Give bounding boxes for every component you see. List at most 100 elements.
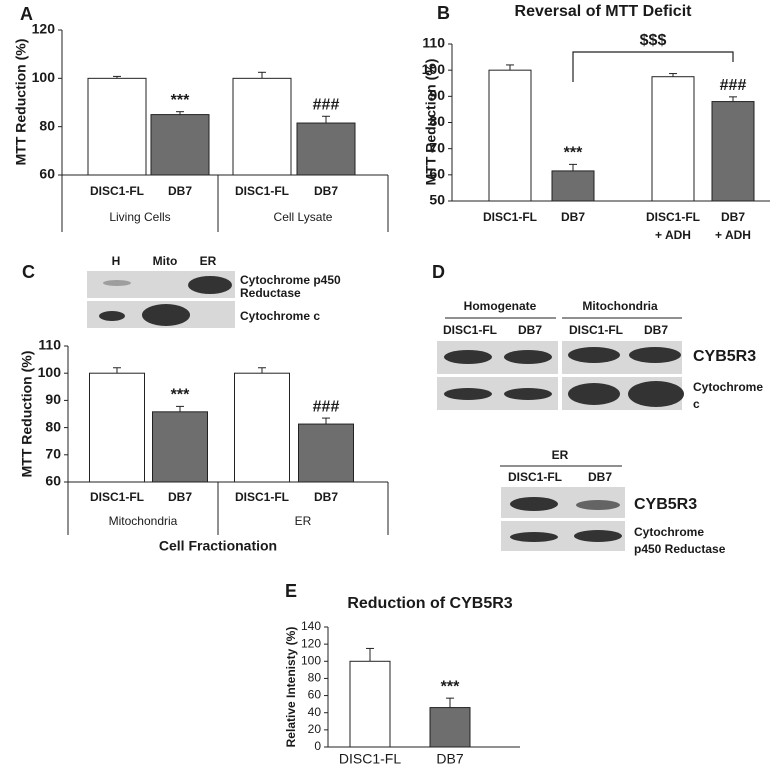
x-tick-label: DB7 xyxy=(314,490,338,504)
y-tick-label: 90 xyxy=(429,87,445,103)
band xyxy=(568,347,620,363)
band xyxy=(142,304,190,326)
x-tick-label: DISC1-FL xyxy=(646,210,700,224)
y-tick-label: 80 xyxy=(39,117,55,133)
y-tick-label: 100 xyxy=(38,364,62,380)
protein-label: CYB5R3 xyxy=(634,496,697,513)
y-axis-label: MTT Reduction (%) xyxy=(19,351,35,478)
lane-label: DISC1-FL xyxy=(508,470,562,484)
group-label: Mitochondria xyxy=(582,299,658,313)
x-tick-label: + ADH xyxy=(655,228,691,242)
protein-label: Reductase xyxy=(240,286,301,300)
significance: *** xyxy=(564,145,583,162)
y-tick-label: 120 xyxy=(301,636,321,650)
lane-label: ER xyxy=(200,254,217,268)
group-label: Homogenate xyxy=(464,299,537,313)
chart-title: Reversal of MTT Deficit xyxy=(515,3,693,20)
significance: *** xyxy=(171,92,190,109)
bar xyxy=(651,76,695,202)
x-tick-label: DB7 xyxy=(168,184,192,198)
x-tick-label: DB7 xyxy=(168,490,192,504)
y-tick-label: 50 xyxy=(429,192,445,208)
band xyxy=(629,347,681,363)
panel-letter: E xyxy=(285,581,297,601)
bar xyxy=(232,77,292,176)
y-tick-label: 60 xyxy=(429,166,445,182)
x-tick-label: DB7 xyxy=(436,751,463,767)
significance: ### xyxy=(313,96,340,113)
bar xyxy=(298,423,354,483)
bar xyxy=(429,707,471,748)
y-axis-label: Relative Intenisty (%) xyxy=(284,627,298,748)
y-tick-label: 40 xyxy=(308,705,322,719)
bar xyxy=(296,122,356,176)
y-tick-label: 80 xyxy=(308,671,322,685)
y-tick-label: 60 xyxy=(45,473,61,489)
lane-label: DB7 xyxy=(588,470,612,484)
y-tick-label: 100 xyxy=(301,653,321,667)
y-axis-label: MTT Reduction (%) xyxy=(13,39,29,166)
chart-title: Reduction of CYB5R3 xyxy=(347,595,512,612)
lane-label: DB7 xyxy=(644,323,668,337)
x-axis-label: Cell Fractionation xyxy=(159,538,277,554)
bar xyxy=(551,170,595,202)
y-tick-label: 20 xyxy=(308,722,322,736)
lane-label: Mito xyxy=(153,254,178,268)
y-tick-label: 70 xyxy=(45,446,61,462)
band xyxy=(510,532,558,542)
protein-label: c xyxy=(693,397,700,411)
band xyxy=(103,280,131,286)
band xyxy=(444,350,492,364)
bar xyxy=(349,660,391,748)
bracket-label: $$$ xyxy=(640,32,667,49)
band xyxy=(188,276,232,294)
bar xyxy=(234,372,290,483)
significance: ### xyxy=(313,398,340,415)
y-tick-label: 60 xyxy=(308,688,322,702)
group-label: Living Cells xyxy=(109,210,170,224)
x-tick-label: + ADH xyxy=(715,228,751,242)
group-label: ER xyxy=(295,514,312,528)
band xyxy=(504,388,552,400)
y-tick-label: 0 xyxy=(314,739,321,753)
panel-letter: B xyxy=(437,3,450,23)
bracket xyxy=(572,51,734,82)
y-tick-label: 70 xyxy=(429,139,445,155)
x-tick-label: DISC1-FL xyxy=(90,184,144,198)
y-tick-label: 140 xyxy=(301,619,321,633)
band xyxy=(444,388,492,400)
band xyxy=(568,383,620,405)
lane-label: H xyxy=(112,254,121,268)
y-tick-label: 100 xyxy=(422,61,446,77)
significance: *** xyxy=(441,678,460,695)
protein-label: Cytochrome xyxy=(693,380,763,394)
bar xyxy=(89,372,145,483)
panel-letter: D xyxy=(432,262,445,282)
band xyxy=(510,497,558,511)
x-tick-label: DISC1-FL xyxy=(483,210,537,224)
band xyxy=(628,381,684,407)
band xyxy=(576,500,620,510)
y-tick-label: 110 xyxy=(422,35,445,51)
significance: *** xyxy=(171,387,190,404)
group-label: ER xyxy=(552,448,569,462)
lane-label: DB7 xyxy=(518,323,542,337)
band xyxy=(574,530,622,542)
group-label: Mitochondria xyxy=(109,514,178,528)
y-tick-label: 100 xyxy=(32,69,56,85)
significance: ### xyxy=(720,77,747,94)
x-tick-label: DB7 xyxy=(721,210,745,224)
protein-label: Cytochrome c xyxy=(240,309,320,323)
band xyxy=(99,311,125,321)
bar xyxy=(488,69,532,202)
y-axis-label: MTT Reduction (%) xyxy=(423,59,439,186)
protein-label: CYB5R3 xyxy=(693,348,756,365)
bar xyxy=(87,77,147,176)
y-tick-label: 90 xyxy=(45,391,61,407)
protein-label: Cytochrome xyxy=(634,525,704,539)
lane-label: DISC1-FL xyxy=(443,323,497,337)
x-tick-label: DB7 xyxy=(561,210,585,224)
bar xyxy=(152,411,208,483)
group-label: Cell Lysate xyxy=(274,210,333,224)
